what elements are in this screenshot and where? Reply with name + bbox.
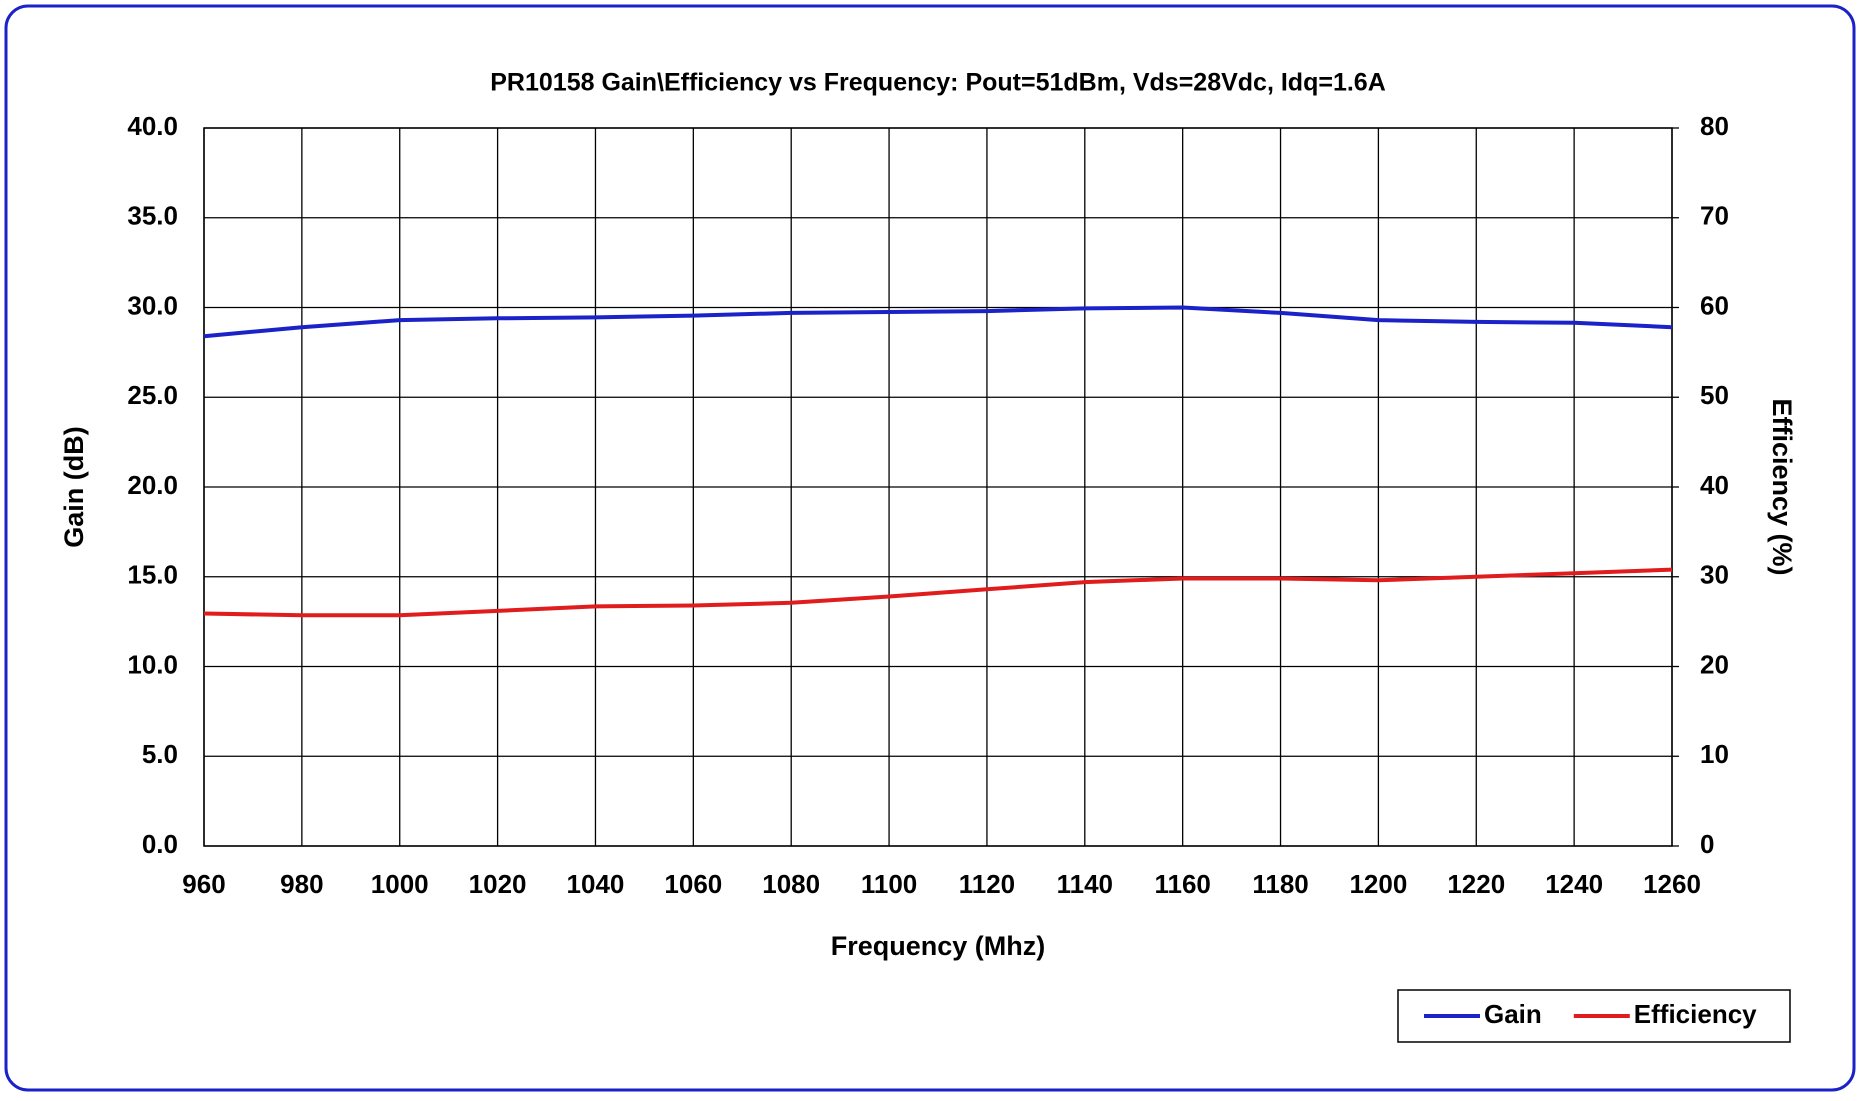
x-tick-label: 1120 bbox=[959, 869, 1015, 899]
x-tick-label: 1060 bbox=[664, 869, 722, 899]
y2-tick-label: 10 bbox=[1700, 739, 1729, 769]
y2-axis-label: Efficiency (%) bbox=[1767, 398, 1797, 575]
x-tick-label: 1100 bbox=[861, 869, 917, 899]
x-tick-label: 1140 bbox=[1057, 869, 1113, 899]
x-axis-label: Frequency (Mhz) bbox=[831, 931, 1046, 961]
y-tick-label: 25.0 bbox=[127, 380, 178, 410]
plot-border bbox=[203, 127, 1673, 847]
x-tick-label: 1020 bbox=[469, 869, 527, 899]
x-tick-label: 1160 bbox=[1154, 869, 1210, 899]
y-tick-label: 40.0 bbox=[127, 111, 178, 141]
legend-label: Gain bbox=[1484, 999, 1542, 1029]
x-tick-label: 1220 bbox=[1447, 869, 1505, 899]
chart-title: PR10158 Gain\Efficiency vs Frequency: Po… bbox=[490, 69, 1386, 97]
x-tick-label: 1000 bbox=[371, 869, 429, 899]
data-line bbox=[203, 305, 1673, 339]
y2-tick-label: 40 bbox=[1700, 470, 1729, 500]
x-tick-label: 1260 bbox=[1643, 869, 1701, 899]
y-tick-label: 5.0 bbox=[142, 739, 178, 769]
x-tick-label: 1240 bbox=[1545, 869, 1603, 899]
y2-tick-label: 70 bbox=[1700, 201, 1729, 231]
chart-frame bbox=[4, 4, 1856, 1092]
x-tick-label: 1040 bbox=[567, 869, 625, 899]
y-tick-label: 20.0 bbox=[127, 470, 178, 500]
y-tick-label: 10.0 bbox=[127, 649, 178, 679]
x-tick-label: 980 bbox=[280, 869, 323, 899]
y-tick-label: 35.0 bbox=[127, 201, 178, 231]
y-tick-label: 30.0 bbox=[127, 290, 178, 320]
y-tick-label: 0.0 bbox=[142, 829, 178, 859]
y2-tick-label: 0 bbox=[1700, 829, 1714, 859]
y-tick-label: 15.0 bbox=[127, 560, 178, 590]
x-tick-label: 1180 bbox=[1252, 869, 1308, 899]
y2-tick-label: 20 bbox=[1700, 649, 1729, 679]
y-axis-label: Gain (dB) bbox=[59, 426, 89, 548]
x-tick-label: 1200 bbox=[1349, 869, 1407, 899]
x-tick-label: 960 bbox=[182, 869, 225, 899]
y2-tick-label: 50 bbox=[1700, 380, 1729, 410]
x-tick-label: 1080 bbox=[762, 869, 820, 899]
y2-tick-label: 30 bbox=[1700, 560, 1729, 590]
y2-tick-label: 60 bbox=[1700, 290, 1729, 320]
data-line bbox=[203, 567, 1673, 618]
y2-tick-label: 80 bbox=[1700, 111, 1729, 141]
legend-label: Efficiency bbox=[1634, 999, 1757, 1029]
